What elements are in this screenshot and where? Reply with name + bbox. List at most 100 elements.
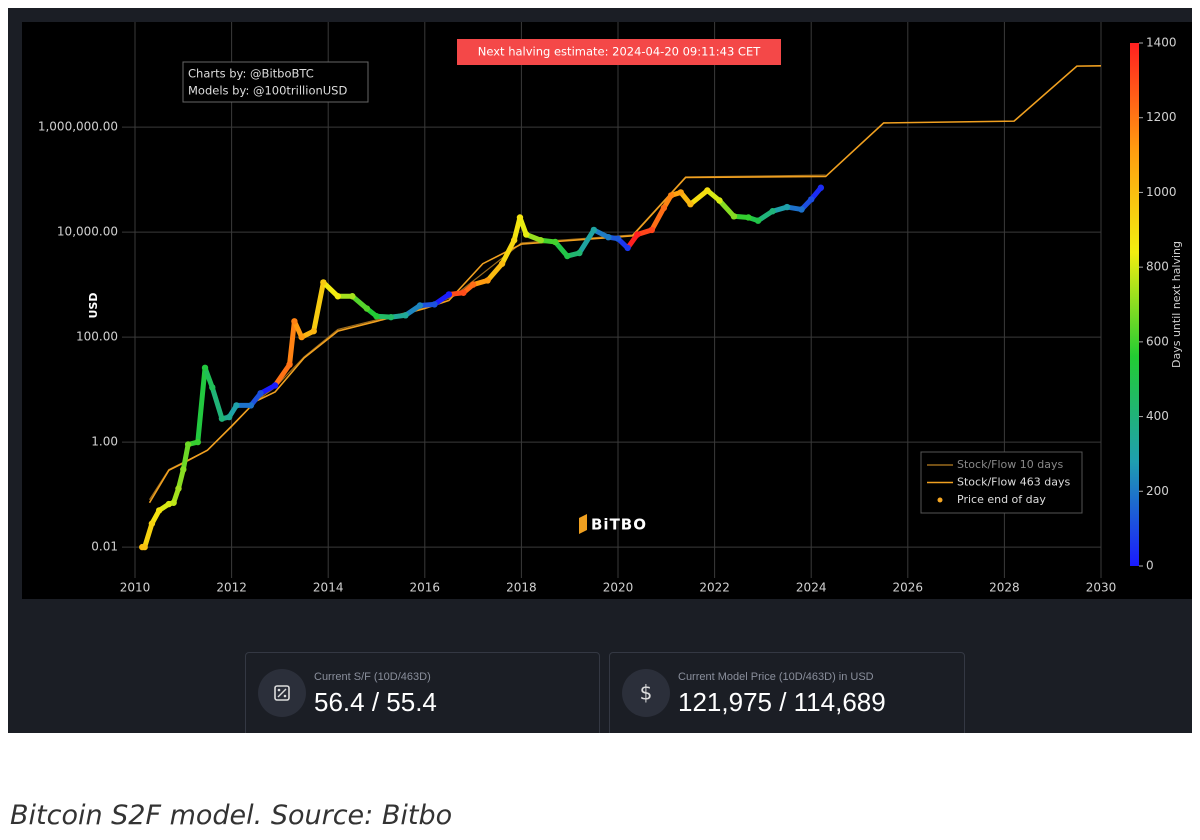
price-point bbox=[590, 226, 598, 234]
price-point bbox=[614, 235, 622, 242]
stat-card: Current S/F (10D/463D) 56.4 / 55.4 bbox=[245, 652, 600, 733]
price-trace-segment bbox=[175, 467, 186, 492]
credit-text: Charts by: @BitboBTC bbox=[188, 67, 314, 81]
price-point bbox=[363, 305, 371, 312]
icon-graphic: $ bbox=[640, 681, 653, 705]
price-point bbox=[155, 507, 163, 514]
price-trace-segment bbox=[287, 318, 297, 368]
price-point bbox=[387, 313, 395, 321]
price-trace-segment bbox=[485, 261, 505, 283]
credit-text: Models by: @100trillionUSD bbox=[188, 84, 347, 98]
price-point bbox=[576, 249, 583, 257]
price-point bbox=[334, 293, 342, 300]
price-trace-segment bbox=[499, 237, 517, 267]
price-point bbox=[648, 226, 656, 234]
price-point bbox=[175, 485, 182, 492]
price-point bbox=[271, 382, 279, 389]
y-tick-label: 0.01 bbox=[91, 540, 118, 554]
colorbar-tick-label: 1000 bbox=[1146, 185, 1177, 199]
price-point bbox=[817, 184, 825, 191]
legend-label: Stock/Flow 463 days bbox=[957, 476, 1070, 489]
svg-text:$: $ bbox=[640, 681, 653, 705]
price-point bbox=[184, 441, 192, 448]
icon-graphic bbox=[274, 685, 290, 701]
price-point bbox=[373, 313, 380, 320]
colorbar-title: Days until next halving bbox=[1170, 241, 1183, 368]
x-tick-label: 2012 bbox=[216, 581, 247, 595]
price-point bbox=[605, 233, 612, 241]
x-tick-label: 2018 bbox=[506, 581, 537, 595]
x-tick-label: 2014 bbox=[313, 581, 344, 595]
sf-model-line bbox=[148, 65, 1102, 504]
price-trace-segment bbox=[195, 365, 208, 445]
annotation: Next halving estimate: 2024-04-20 09:11:… bbox=[478, 45, 761, 59]
colorbar-tick-label: 600 bbox=[1146, 334, 1169, 348]
price-point bbox=[769, 208, 776, 215]
price-trace-segment bbox=[320, 279, 341, 299]
price-point bbox=[180, 466, 187, 473]
x-tick-label: 2030 bbox=[1086, 581, 1117, 595]
price-point bbox=[537, 237, 544, 244]
stat-icon bbox=[258, 669, 306, 717]
dashboard-panel: 2010 2012 2014 2016 2018 2020 2022 2024 2026 2028… bbox=[8, 8, 1192, 733]
price-point bbox=[349, 293, 356, 300]
price-point bbox=[704, 187, 711, 194]
x-tick-label: 2022 bbox=[699, 581, 730, 595]
stat-label: Current Model Price (10D/463D) in USD bbox=[678, 671, 874, 683]
stat-value: 56.4 / 55.4 bbox=[314, 687, 437, 717]
legend-label: Price end of day bbox=[957, 493, 1046, 506]
price-point bbox=[523, 231, 530, 238]
y-axis-label: USD bbox=[87, 293, 100, 319]
price-point bbox=[469, 281, 477, 288]
price-point bbox=[247, 402, 255, 409]
price-point bbox=[498, 260, 506, 267]
price-trace-segment bbox=[202, 365, 215, 390]
price-point bbox=[730, 213, 738, 220]
colorbar bbox=[1130, 43, 1139, 566]
colorbar-tick-label: 1200 bbox=[1146, 110, 1177, 124]
price-point bbox=[564, 252, 571, 260]
x-tick-label: 2016 bbox=[410, 581, 441, 595]
price-point bbox=[754, 217, 762, 224]
colorbar-tick-label: 0 bbox=[1146, 559, 1154, 573]
price-trace-segment bbox=[687, 188, 710, 207]
price-point bbox=[687, 201, 694, 208]
x-tick-label: 2024 bbox=[796, 581, 827, 595]
colorbar-tick-label: 800 bbox=[1146, 260, 1169, 274]
price-point bbox=[677, 189, 684, 196]
price-point bbox=[310, 327, 317, 335]
price-point bbox=[201, 364, 209, 372]
stat-card: $ Current Model Price (10D/463D) in USD … bbox=[609, 652, 965, 733]
price-trace-segment bbox=[209, 384, 225, 422]
price-point bbox=[218, 415, 226, 422]
y-tick-label: 10,000.00 bbox=[57, 225, 118, 239]
price-point bbox=[416, 302, 424, 309]
price-point bbox=[233, 402, 240, 409]
price-point bbox=[286, 361, 293, 368]
price-point bbox=[460, 289, 467, 296]
price-point bbox=[291, 318, 298, 325]
legend-swatch bbox=[937, 497, 943, 503]
price-point bbox=[660, 204, 668, 212]
price-point bbox=[165, 500, 173, 508]
price-point bbox=[634, 231, 641, 238]
price-trace-segment bbox=[716, 198, 737, 219]
colorbar-tick-label: 200 bbox=[1146, 484, 1169, 498]
x-tick-label: 2028 bbox=[989, 581, 1020, 595]
price-point bbox=[320, 279, 327, 286]
stat-icon: $ bbox=[622, 669, 670, 717]
price-point bbox=[745, 214, 752, 221]
price-trace-segment bbox=[576, 227, 597, 256]
colorbar-tick-label: 1400 bbox=[1146, 36, 1177, 50]
price-point bbox=[194, 438, 201, 446]
colorbar-tick-label: 400 bbox=[1146, 409, 1169, 423]
legend-label: Stock/Flow 10 days bbox=[957, 458, 1063, 471]
annotation-box bbox=[457, 39, 781, 65]
price-trace-segment bbox=[272, 362, 293, 388]
price-point bbox=[798, 206, 805, 213]
price-trace-segment bbox=[649, 205, 667, 233]
caption: Bitcoin S2F model. Source: Bitbo bbox=[10, 800, 453, 831]
price-point bbox=[170, 499, 177, 506]
price-point bbox=[624, 244, 631, 252]
